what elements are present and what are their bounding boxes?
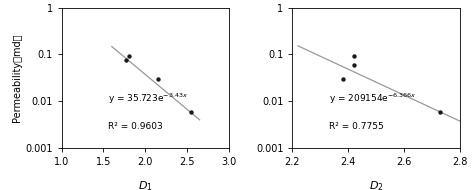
Text: R² = 0.9603: R² = 0.9603	[109, 122, 163, 131]
Text: R² = 0.7755: R² = 0.7755	[329, 122, 384, 131]
Point	[125, 54, 132, 57]
Point	[339, 78, 346, 81]
Text: $D_{1}$: $D_{1}$	[138, 179, 153, 190]
Point	[154, 78, 162, 81]
Point	[350, 63, 357, 66]
Point	[122, 59, 130, 62]
Point	[350, 54, 357, 57]
Text: y = 209154e$^{-6.366x}$: y = 209154e$^{-6.366x}$	[329, 91, 417, 106]
Point	[437, 110, 444, 113]
Point	[188, 110, 195, 113]
Text: $D_{2}$: $D_{2}$	[369, 179, 383, 190]
Y-axis label: Permeability（md）: Permeability（md）	[12, 34, 22, 122]
Text: y = 35.723e$^{-3.43x}$: y = 35.723e$^{-3.43x}$	[109, 91, 189, 106]
